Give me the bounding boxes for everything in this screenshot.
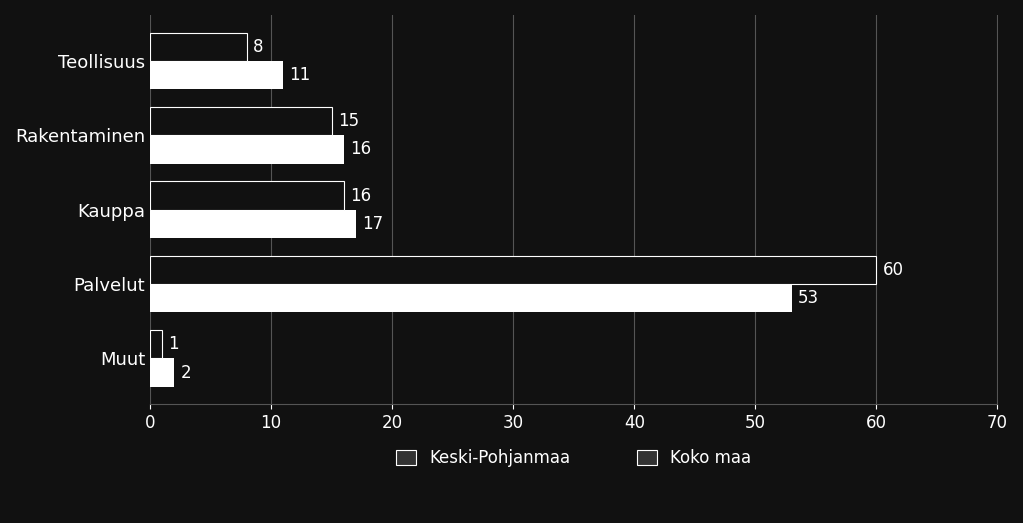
Bar <box>150 33 247 61</box>
Bar <box>150 61 283 89</box>
Text: 1: 1 <box>168 335 179 354</box>
Text: 2: 2 <box>180 363 191 382</box>
Text: 11: 11 <box>290 66 310 84</box>
Bar <box>150 107 331 135</box>
Legend: Keski-Pohjanmaa, Koko maa: Keski-Pohjanmaa, Koko maa <box>390 442 758 474</box>
Bar <box>150 135 344 164</box>
Bar <box>150 210 356 238</box>
Bar <box>150 358 174 386</box>
Text: 16: 16 <box>350 141 371 158</box>
Bar <box>150 330 162 358</box>
Text: 53: 53 <box>798 289 818 307</box>
Text: 17: 17 <box>362 215 383 233</box>
Bar <box>150 284 792 312</box>
Bar <box>150 181 344 210</box>
Text: 16: 16 <box>350 187 371 204</box>
Text: 60: 60 <box>883 261 903 279</box>
Text: 8: 8 <box>253 38 263 56</box>
Text: 15: 15 <box>338 112 359 130</box>
Bar <box>150 256 877 284</box>
